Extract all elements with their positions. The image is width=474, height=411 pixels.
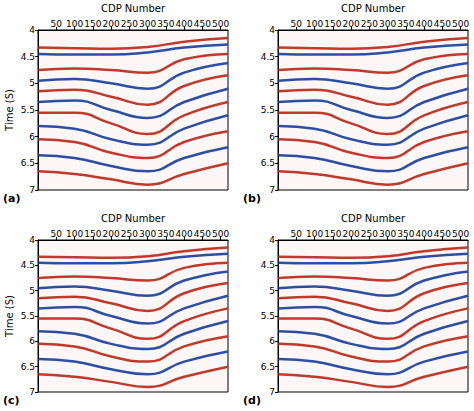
svg-text:6.5: 6.5 xyxy=(21,158,35,168)
svg-text:6.5: 6.5 xyxy=(261,362,275,372)
svg-text:300: 300 xyxy=(379,19,396,29)
svg-text:5.5: 5.5 xyxy=(261,105,275,115)
svg-text:5: 5 xyxy=(269,78,275,88)
svg-text:5: 5 xyxy=(29,286,35,296)
svg-text:4: 4 xyxy=(29,25,35,35)
svg-text:5: 5 xyxy=(269,286,275,296)
svg-text:4: 4 xyxy=(29,235,35,245)
svg-text:100: 100 xyxy=(66,229,83,239)
svg-text:4: 4 xyxy=(269,235,275,245)
svg-text:300: 300 xyxy=(139,19,156,29)
svg-text:100: 100 xyxy=(306,229,323,239)
svg-text:250: 250 xyxy=(361,229,378,239)
svg-text:50: 50 xyxy=(51,229,63,239)
svg-text:7: 7 xyxy=(269,387,275,397)
svg-text:5.5: 5.5 xyxy=(261,311,275,321)
svg-text:CDP Number: CDP Number xyxy=(101,213,166,224)
svg-text:150: 150 xyxy=(324,19,341,29)
svg-text:6: 6 xyxy=(269,132,275,142)
svg-text:150: 150 xyxy=(84,19,101,29)
svg-text:450: 450 xyxy=(194,19,211,29)
svg-text:250: 250 xyxy=(361,19,378,29)
svg-text:CDP Number: CDP Number xyxy=(101,3,166,14)
svg-text:350: 350 xyxy=(157,19,174,29)
svg-text:5: 5 xyxy=(29,78,35,88)
svg-text:100: 100 xyxy=(66,19,83,29)
svg-text:450: 450 xyxy=(434,229,451,239)
svg-text:50: 50 xyxy=(291,19,303,29)
svg-text:350: 350 xyxy=(397,229,414,239)
svg-text:7: 7 xyxy=(29,185,35,195)
svg-text:300: 300 xyxy=(139,229,156,239)
svg-text:(d): (d) xyxy=(243,394,261,407)
svg-text:200: 200 xyxy=(342,229,359,239)
svg-text:300: 300 xyxy=(379,229,396,239)
svg-text:6: 6 xyxy=(29,336,35,346)
svg-text:500: 500 xyxy=(212,19,229,29)
svg-text:4.5: 4.5 xyxy=(261,52,275,62)
svg-text:400: 400 xyxy=(416,19,433,29)
svg-text:350: 350 xyxy=(157,229,174,239)
svg-text:4.5: 4.5 xyxy=(261,260,275,270)
svg-text:5.5: 5.5 xyxy=(21,311,35,321)
svg-text:6.5: 6.5 xyxy=(261,158,275,168)
svg-text:(c): (c) xyxy=(3,394,20,407)
svg-text:7: 7 xyxy=(269,185,275,195)
svg-text:CDP Number: CDP Number xyxy=(341,213,406,224)
svg-text:50: 50 xyxy=(291,229,303,239)
svg-text:500: 500 xyxy=(452,229,469,239)
svg-text:450: 450 xyxy=(194,229,211,239)
svg-text:350: 350 xyxy=(397,19,414,29)
svg-text:200: 200 xyxy=(102,229,119,239)
svg-text:450: 450 xyxy=(434,19,451,29)
svg-text:50: 50 xyxy=(51,19,63,29)
svg-text:250: 250 xyxy=(121,229,138,239)
svg-text:500: 500 xyxy=(452,19,469,29)
svg-text:150: 150 xyxy=(84,229,101,239)
svg-text:Time (S): Time (S) xyxy=(4,295,15,338)
svg-text:100: 100 xyxy=(306,19,323,29)
svg-text:400: 400 xyxy=(176,229,193,239)
svg-text:400: 400 xyxy=(416,229,433,239)
svg-text:(a): (a) xyxy=(3,192,20,205)
svg-text:5.5: 5.5 xyxy=(21,105,35,115)
svg-text:7: 7 xyxy=(29,387,35,397)
svg-text:4.5: 4.5 xyxy=(21,260,35,270)
svg-text:4.5: 4.5 xyxy=(21,52,35,62)
svg-text:4: 4 xyxy=(269,25,275,35)
svg-text:CDP Number: CDP Number xyxy=(341,3,406,14)
svg-text:(b): (b) xyxy=(243,192,261,205)
svg-text:6: 6 xyxy=(29,132,35,142)
svg-text:400: 400 xyxy=(176,19,193,29)
svg-text:200: 200 xyxy=(102,19,119,29)
svg-text:6: 6 xyxy=(269,336,275,346)
svg-text:500: 500 xyxy=(212,229,229,239)
svg-text:200: 200 xyxy=(342,19,359,29)
svg-text:150: 150 xyxy=(324,229,341,239)
svg-text:6.5: 6.5 xyxy=(21,362,35,372)
svg-text:250: 250 xyxy=(121,19,138,29)
svg-text:Time (S): Time (S) xyxy=(4,89,15,132)
